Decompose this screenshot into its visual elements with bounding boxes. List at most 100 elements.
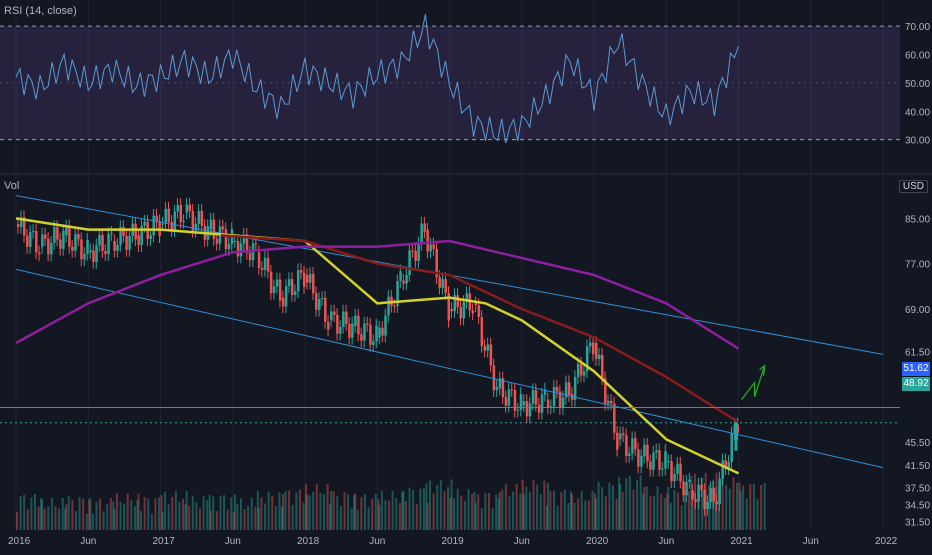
- candle: [450, 309, 453, 312]
- volume-bar: [295, 492, 298, 530]
- volume-bar: [54, 506, 57, 530]
- candle: [408, 250, 411, 276]
- volume-indicator-label[interactable]: Vol: [4, 180, 20, 192]
- candle: [655, 450, 658, 453]
- candle: [324, 297, 327, 322]
- candle: [149, 235, 152, 239]
- candle: [227, 244, 231, 250]
- volume-bar: [308, 495, 311, 530]
- candle: [646, 444, 649, 462]
- volume-bar: [284, 491, 287, 530]
- candle: [173, 211, 177, 231]
- candle: [459, 307, 463, 319]
- volume-bar: [112, 501, 115, 530]
- volume-bar: [580, 490, 583, 530]
- volume-bar: [701, 477, 704, 530]
- volume-bar: [384, 500, 387, 530]
- candle: [50, 242, 53, 255]
- candle: [263, 257, 267, 270]
- candle: [293, 291, 297, 295]
- volume-bar: [422, 488, 425, 530]
- volume-bar: [91, 513, 94, 530]
- currency-badge[interactable]: USD: [898, 180, 928, 193]
- volume-bar: [643, 486, 646, 530]
- volume-bar: [298, 489, 301, 530]
- volume-bar: [512, 491, 515, 530]
- candle: [77, 234, 80, 240]
- candle: [549, 406, 553, 408]
- volume-bar: [471, 493, 474, 530]
- candle: [652, 452, 655, 470]
- candle: [691, 490, 694, 500]
- x-tick-label: Jun: [369, 536, 385, 547]
- x-tick-label: 2022: [875, 536, 898, 547]
- volume-bar: [363, 494, 366, 530]
- price-tick-label: 77.00: [905, 260, 930, 271]
- candle: [411, 250, 414, 252]
- candle: [447, 293, 450, 321]
- candle: [128, 235, 131, 250]
- candle: [35, 231, 38, 253]
- candle: [483, 346, 487, 351]
- candle: [296, 270, 300, 292]
- candle: [498, 378, 502, 389]
- volume-bar: [184, 504, 187, 530]
- candle: [167, 208, 171, 222]
- volume-bar: [315, 484, 318, 530]
- volume-bar: [319, 493, 322, 530]
- candle: [471, 310, 475, 314]
- candle: [658, 450, 661, 470]
- candle: [248, 252, 252, 261]
- candle: [462, 302, 466, 319]
- volume-bar: [377, 498, 380, 530]
- candle: [601, 354, 604, 379]
- volume-bar: [339, 505, 342, 530]
- candle: [673, 473, 676, 482]
- candle: [372, 341, 375, 345]
- volume-bar: [519, 493, 522, 530]
- candle: [287, 279, 291, 286]
- volume-bar: [732, 477, 735, 530]
- volume-bar: [528, 491, 531, 530]
- candle: [272, 286, 276, 294]
- volume-bar: [473, 492, 476, 530]
- volume-bar: [532, 479, 535, 530]
- rsi-indicator-label[interactable]: RSI (14, close): [4, 5, 77, 17]
- volume-bar: [491, 507, 494, 530]
- volume-bar: [271, 495, 274, 530]
- volume-bar: [666, 494, 669, 530]
- volume-bar: [219, 495, 222, 530]
- candle: [369, 324, 372, 345]
- candle: [284, 285, 288, 307]
- volume-bar: [673, 489, 676, 530]
- volume-bar: [158, 497, 161, 530]
- candle: [453, 295, 457, 312]
- x-tick-label: 2018: [297, 536, 320, 547]
- candle: [721, 460, 724, 479]
- candle: [29, 232, 32, 247]
- candle: [546, 399, 550, 408]
- candle: [306, 275, 309, 283]
- rsi-tick-label: 50.00: [905, 79, 930, 90]
- candle: [477, 305, 481, 318]
- candle: [507, 389, 511, 406]
- volume-bar: [150, 513, 153, 530]
- volume-bar: [133, 506, 136, 530]
- last-candle: [734, 422, 738, 451]
- candle: [567, 382, 571, 396]
- volume-bar: [137, 493, 140, 530]
- volume-bar: [130, 499, 133, 530]
- volume-bar: [636, 480, 639, 530]
- candle: [718, 478, 721, 505]
- volume-bar: [667, 486, 670, 530]
- volume-bar: [280, 506, 283, 530]
- candle: [730, 433, 733, 463]
- candle: [676, 463, 679, 474]
- volume-bar: [164, 491, 167, 530]
- volume-bar: [571, 493, 574, 530]
- volume-bar: [40, 497, 43, 530]
- volume-bar: [690, 475, 693, 530]
- volume-bar: [256, 491, 259, 530]
